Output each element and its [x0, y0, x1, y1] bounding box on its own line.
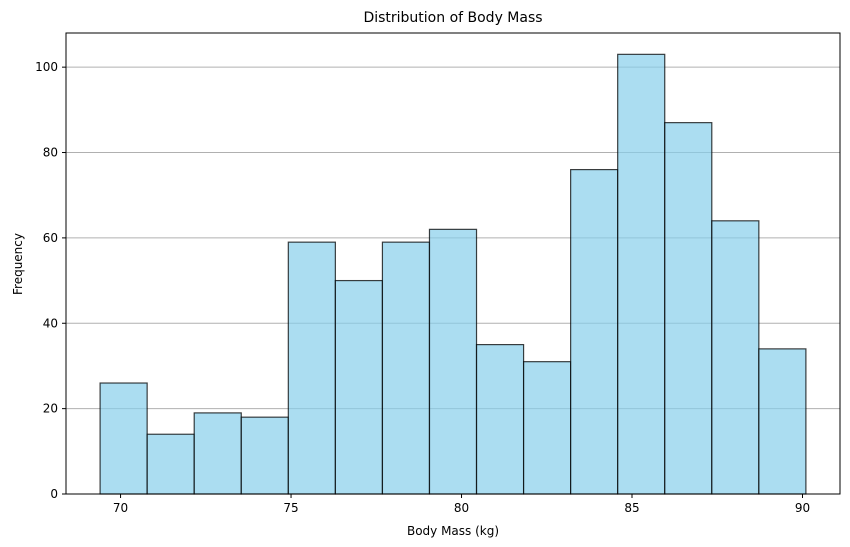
histogram-bar-11 — [617, 53, 666, 495]
x-tick-label-1: 75 — [283, 501, 298, 515]
histogram-bar-3 — [240, 416, 289, 495]
y-axis-label: Frequency — [11, 233, 25, 295]
x-tick-label-2: 80 — [454, 501, 469, 515]
y-tick-label-0: 0 — [50, 487, 58, 501]
histogram-bar-7 — [428, 228, 478, 495]
x-tick-label-4: 90 — [795, 501, 810, 515]
y-tick-label-5: 100 — [35, 60, 58, 74]
histogram-bar-12 — [664, 122, 713, 495]
x-axis-ticks: 70 75 80 85 90 — [113, 494, 810, 515]
y-axis-ticks: 0 20 40 60 80 100 — [35, 60, 66, 501]
x-tick-label-3: 85 — [624, 501, 639, 515]
histogram-bar-13 — [711, 220, 760, 495]
y-tick-label-4: 80 — [43, 146, 58, 160]
histogram-bar-10 — [570, 168, 619, 495]
histogram-bar-4 — [287, 241, 336, 495]
x-axis-label: Body Mass (kg) — [407, 524, 499, 538]
y-tick-label-2: 40 — [43, 316, 58, 330]
plot-frame — [65, 32, 841, 495]
chart-title: Distribution of Body Mass — [363, 10, 542, 26]
histogram-bar-6 — [381, 241, 431, 495]
histogram-bar-1 — [146, 433, 195, 495]
histogram-bar-14 — [758, 348, 807, 495]
histogram-bar-8 — [475, 344, 525, 495]
histogram-bar-0 — [99, 382, 148, 495]
bars-layer — [99, 53, 807, 495]
histogram-bar-2 — [193, 412, 242, 495]
histogram-bar-5 — [334, 279, 384, 495]
y-tick-label-3: 60 — [43, 231, 58, 245]
histogram-bar-9 — [522, 361, 572, 495]
y-tick-label-1: 20 — [43, 402, 58, 416]
x-tick-label-0: 70 — [113, 501, 128, 515]
